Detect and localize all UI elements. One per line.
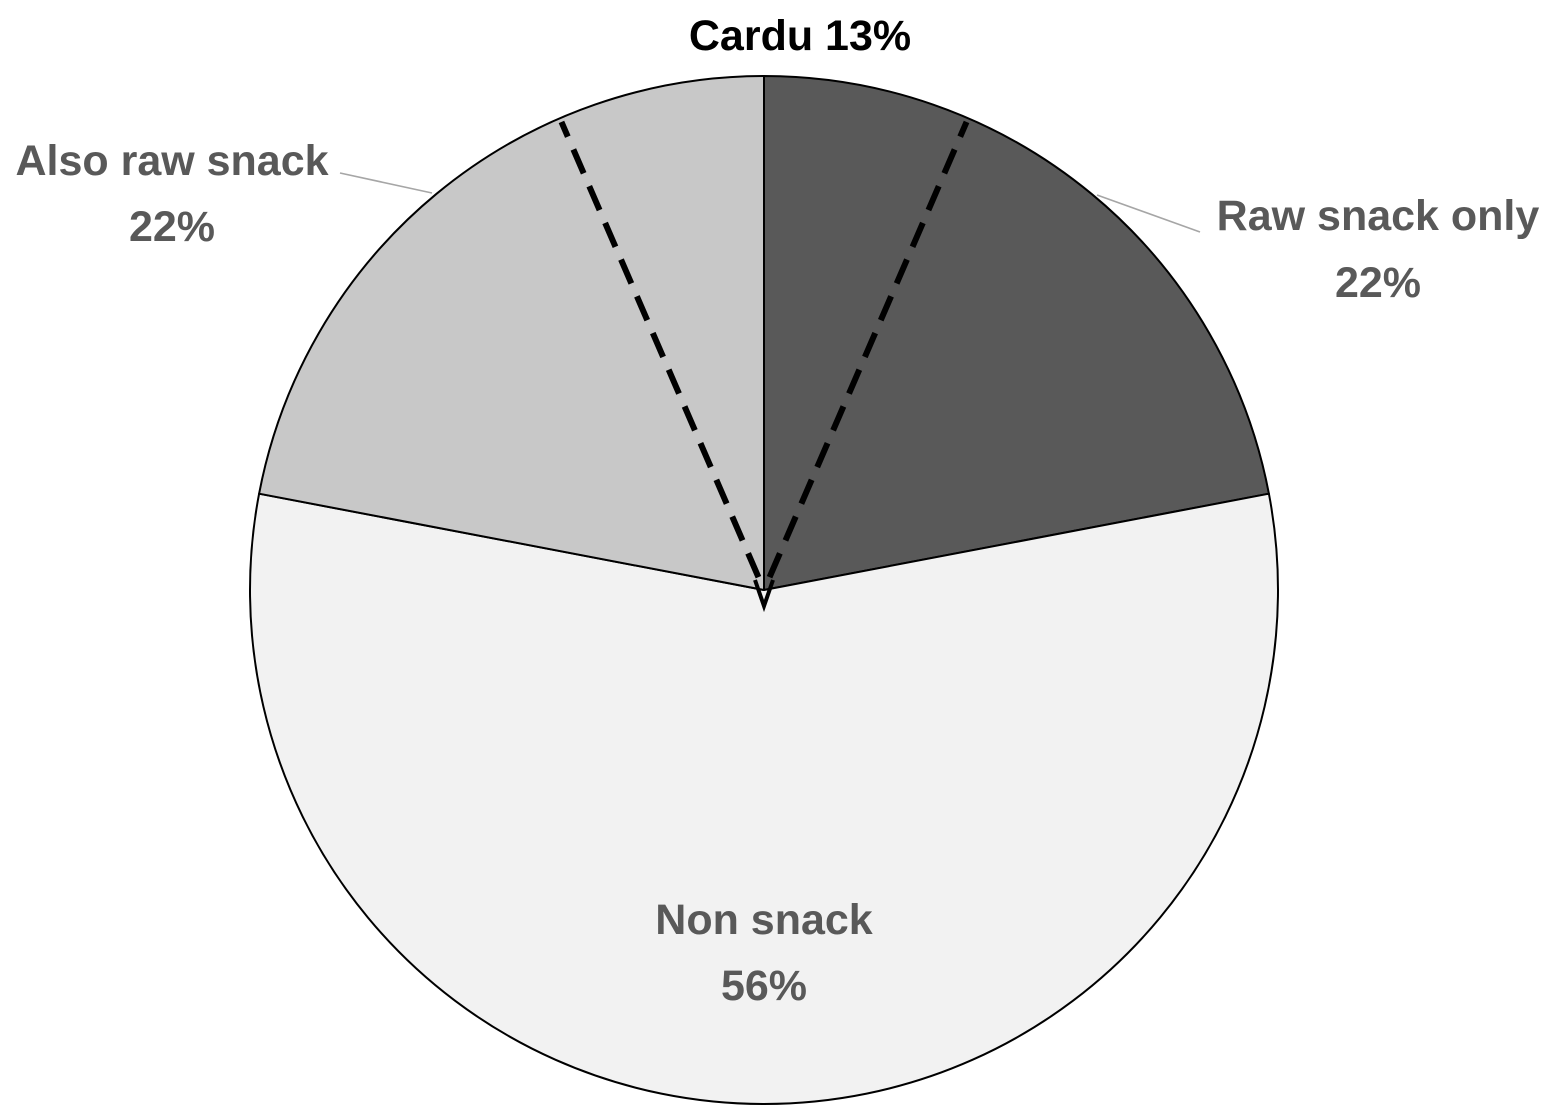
slice-label-raw-snack-only: Raw snack only bbox=[1217, 192, 1540, 240]
slice-value-also-raw-snack: 22% bbox=[129, 203, 215, 251]
cardu-dashed-line-left bbox=[558, 120, 762, 579]
pie-slice-non bbox=[249, 492, 1279, 1105]
slice-label-non-snack: Non snack bbox=[655, 896, 873, 944]
slice-value-non-snack: 56% bbox=[721, 962, 807, 1010]
cardu-dashed-line-right bbox=[766, 120, 970, 579]
cardu-dashed-wedge bbox=[558, 120, 970, 613]
pie-slice-also bbox=[258, 75, 765, 591]
leader-line-raw-snack-only bbox=[1096, 194, 1201, 233]
pie-slices bbox=[249, 75, 1279, 1105]
cardu-arrow-tip bbox=[753, 579, 775, 613]
cardu-label: Cardu 13% bbox=[689, 12, 911, 60]
slice-value-raw-snack-only: 22% bbox=[1335, 259, 1421, 307]
slice-label-also-raw-snack: Also raw snack bbox=[15, 137, 328, 185]
leader-line-also-raw-snack bbox=[339, 172, 433, 194]
pie-slice-raw bbox=[763, 75, 1270, 591]
